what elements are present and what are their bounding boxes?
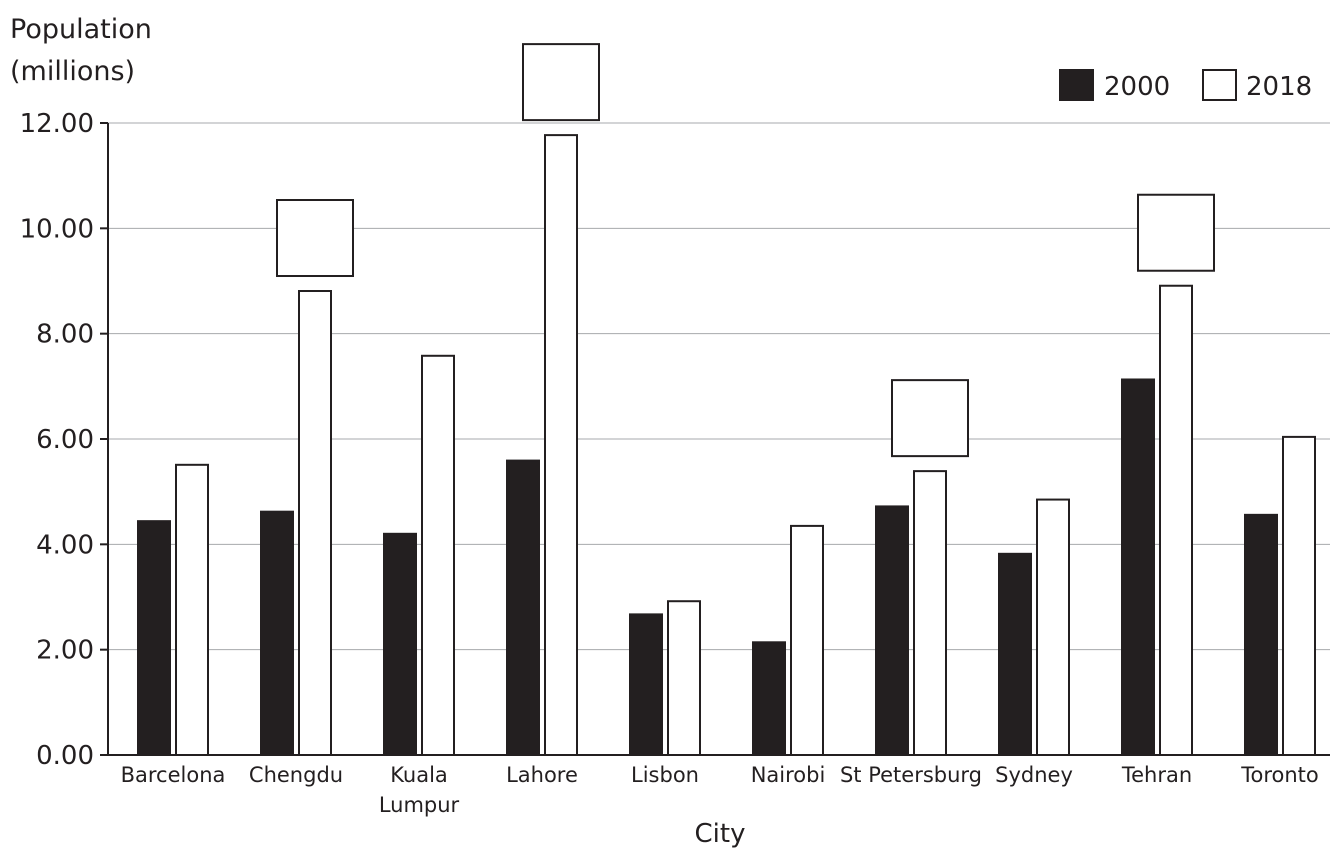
bar-barcelona-2018 [175, 463, 209, 756]
y-axis-label-line-2: (millions) [10, 56, 135, 87]
y-axis-label-line-1: Population [10, 14, 152, 45]
x-tick-label: Toronto [1240, 763, 1319, 787]
x-tick-label: Tehran [1121, 763, 1192, 787]
x-tick-label: Chengdu [249, 763, 343, 787]
bar-nairobi-2000 [752, 641, 786, 756]
x-axis-label: City [695, 819, 746, 849]
bar-lahore-2000 [506, 459, 540, 756]
bar-st-petersburg-2000 [875, 505, 909, 756]
x-tick-label: Sydney [995, 763, 1073, 787]
y-tick-label: 8.00 [36, 320, 94, 350]
y-tick-label: 10.00 [20, 214, 94, 244]
answer-box-st-petersburg [891, 379, 969, 458]
legend-label-2018: 2018 [1246, 72, 1312, 102]
bar-st-petersburg-2018 [913, 470, 947, 756]
y-tick-label: 2.00 [36, 636, 94, 666]
legend-label-2000: 2000 [1104, 72, 1170, 102]
bar-chengdu-2018 [298, 290, 332, 756]
y-tick-label: 12.00 [20, 109, 94, 139]
legend-swatch-2000 [1059, 69, 1094, 101]
answer-box-tehran [1137, 193, 1215, 272]
x-tick-label: St Petersburg [840, 763, 982, 787]
bar-sydney-2018 [1036, 498, 1070, 757]
x-tick-label: Lumpur [379, 793, 460, 817]
bar-barcelona-2000 [137, 520, 171, 756]
answer-box-chengdu [276, 199, 354, 278]
x-tick-labels: Barcelona Chengdu Kuala Lumpur Lahore Lisbon N… [121, 763, 1319, 817]
bar-toronto-2018 [1282, 435, 1316, 756]
x-tick-label: Lisbon [631, 763, 699, 787]
y-tick-label: 4.00 [36, 530, 94, 560]
answer-boxes [276, 43, 1215, 458]
bars [137, 134, 1316, 757]
answer-box-lahore [522, 43, 600, 122]
x-tick-label: Nairobi [751, 763, 826, 787]
x-tick-label: Lahore [506, 763, 578, 787]
bar-lisbon-2000 [629, 613, 663, 756]
bar-toronto-2000 [1244, 513, 1278, 757]
bar-tehran-2018 [1159, 284, 1193, 756]
bar-nairobi-2018 [790, 524, 824, 757]
bar-chengdu-2000 [260, 510, 294, 756]
x-tick-label: Kuala [390, 763, 448, 787]
bar-kuala-lumpur-2018 [421, 354, 455, 756]
y-tick-label: 0.00 [36, 741, 94, 771]
x-tick-label: Barcelona [121, 763, 226, 787]
bar-lahore-2018 [544, 134, 578, 756]
bar-sydney-2000 [998, 552, 1032, 757]
legend: 2000 2018 [1059, 69, 1312, 102]
bar-tehran-2000 [1121, 378, 1155, 756]
legend-swatch-2018 [1202, 69, 1237, 101]
y-tick-label: 6.00 [36, 425, 94, 455]
y-tick-labels: 0.00 2.00 4.00 6.00 8.00 10.00 12.00 [20, 109, 94, 771]
bar-kuala-lumpur-2000 [383, 532, 417, 756]
bar-lisbon-2018 [667, 600, 701, 756]
